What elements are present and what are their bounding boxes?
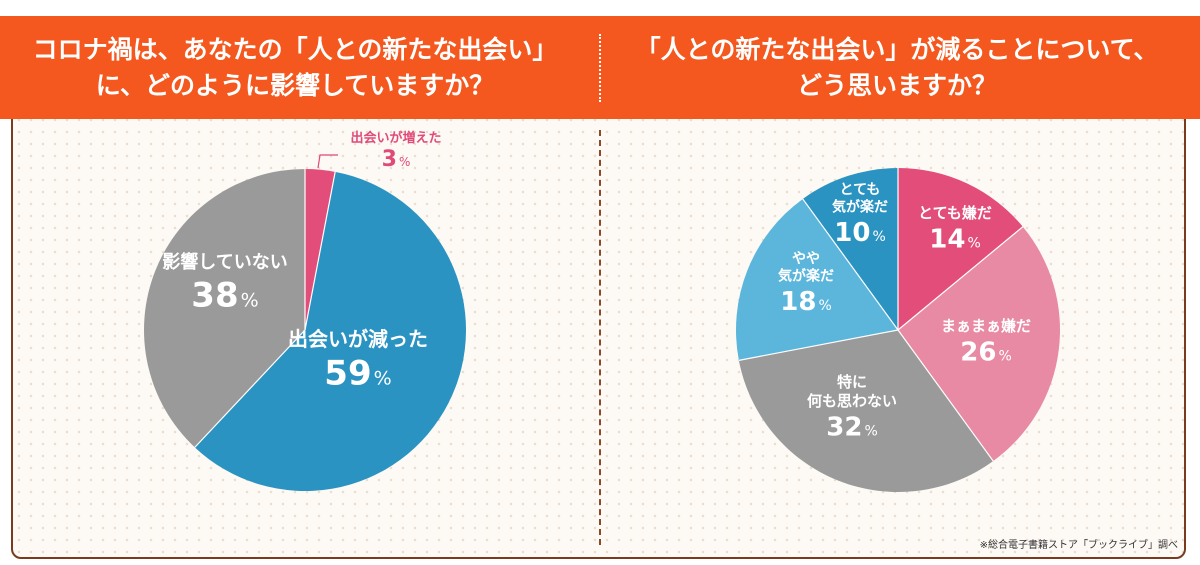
pie2-separator: [897, 329, 994, 462]
pie2-label-1: とても嫌だ: [918, 204, 992, 222]
pie2-slice-3: [738, 330, 994, 492]
pie1-leader-line: [317, 154, 338, 169]
pie2-separator: [897, 226, 1024, 331]
pie1-label-1: 出会いが増えた: [350, 130, 441, 146]
pie2-slice-4: [736, 198, 898, 361]
panel-divider: [599, 130, 601, 545]
pie1-separator: [194, 329, 306, 448]
pie2-value-1: 14%: [929, 225, 981, 255]
pie2-label-3: 特に: [837, 373, 867, 391]
chart-title-left: コロナ禍は、あなたの「人との新たな出会い」 に、どのように影響していますか？: [32, 34, 558, 100]
pie2-label-3: 何も思わない: [807, 392, 897, 410]
source-note: ※総合電子書籍ストア「ブックライブ」調べ: [979, 540, 1178, 551]
pie2-separator: [738, 329, 899, 361]
pie2-slice-2: [898, 226, 1060, 462]
pie2-value-3: 32%: [826, 412, 878, 442]
header-divider: [599, 34, 601, 102]
pie2-label-5: とても: [840, 182, 881, 198]
pie1-label-2: 出会いが減った: [288, 327, 428, 351]
pie2-value-5: 10%: [834, 218, 886, 248]
pie1-separator: [304, 171, 336, 331]
pie2-label-5: 気が楽だ: [832, 199, 888, 216]
pie1-value-3: 38%: [191, 275, 258, 315]
pie2-label-4: やや: [792, 251, 820, 267]
pie2-label-2: まぁまぁ嫌だ: [941, 317, 1031, 335]
chart-title-right: 「人との新たな出会い」が減ることについて、 どう思いますか？: [635, 34, 1159, 100]
pie2-label-4: 気が楽だ: [778, 268, 834, 285]
pie2-separator: [802, 198, 899, 331]
pie2-value-2: 26%: [960, 338, 1012, 368]
pie1-slice-2: [194, 171, 467, 491]
pie2-value-4: 18%: [780, 287, 832, 317]
pie1-value-2: 59%: [324, 353, 391, 393]
pie1-label-3: 影響していない: [162, 251, 287, 273]
pie2-slice-5: [802, 168, 898, 330]
pie1-value-1: 3%: [382, 147, 411, 172]
pie1-slice-3: [144, 169, 305, 448]
pie2-slice-1: [898, 168, 1023, 330]
